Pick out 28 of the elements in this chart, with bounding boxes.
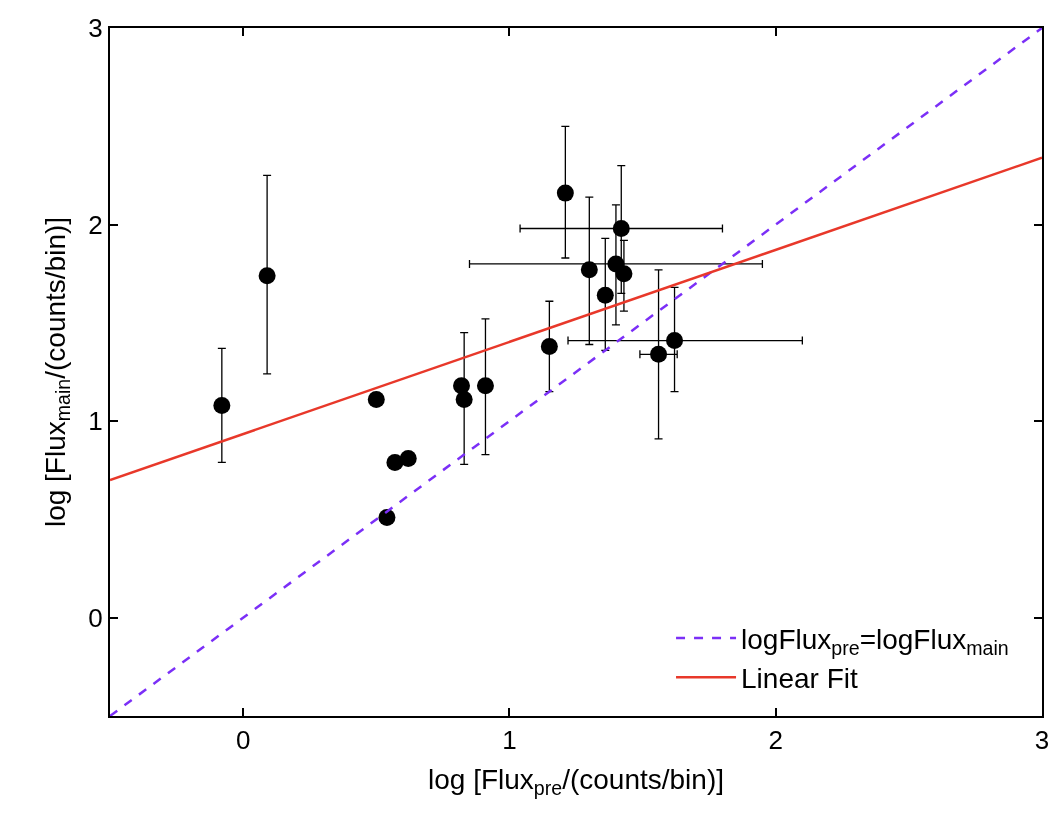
point xyxy=(258,267,276,285)
point xyxy=(540,337,558,355)
legend-label: logFlux$_{pre}$=logFlux$_{main}$ xyxy=(741,623,1009,659)
x-tick-label: 3 xyxy=(1034,725,1050,756)
x-tick-label: 0 xyxy=(235,725,251,756)
point xyxy=(612,220,630,237)
point xyxy=(386,453,404,471)
x-tick-label: 2 xyxy=(768,725,783,756)
point xyxy=(399,449,417,467)
x-tick-label: 1 xyxy=(502,725,517,756)
point xyxy=(580,261,598,279)
point xyxy=(556,184,574,202)
point xyxy=(213,396,231,414)
y-tick-label: 1 xyxy=(88,406,103,437)
point xyxy=(476,377,494,395)
point xyxy=(615,265,633,283)
y-tick-label: 3 xyxy=(88,13,103,44)
x-axis-title: log [Flux$_{pre}$/(counts/bin)] xyxy=(427,763,725,799)
y-tick-label: 0 xyxy=(88,602,103,633)
point xyxy=(455,391,473,409)
point xyxy=(367,391,385,409)
point xyxy=(650,345,668,363)
point xyxy=(596,286,614,304)
point xyxy=(666,332,684,350)
point xyxy=(378,508,396,526)
point xyxy=(453,377,470,395)
y-tick-label: 2 xyxy=(88,209,103,240)
legend-label: Linear Fit xyxy=(741,663,858,695)
